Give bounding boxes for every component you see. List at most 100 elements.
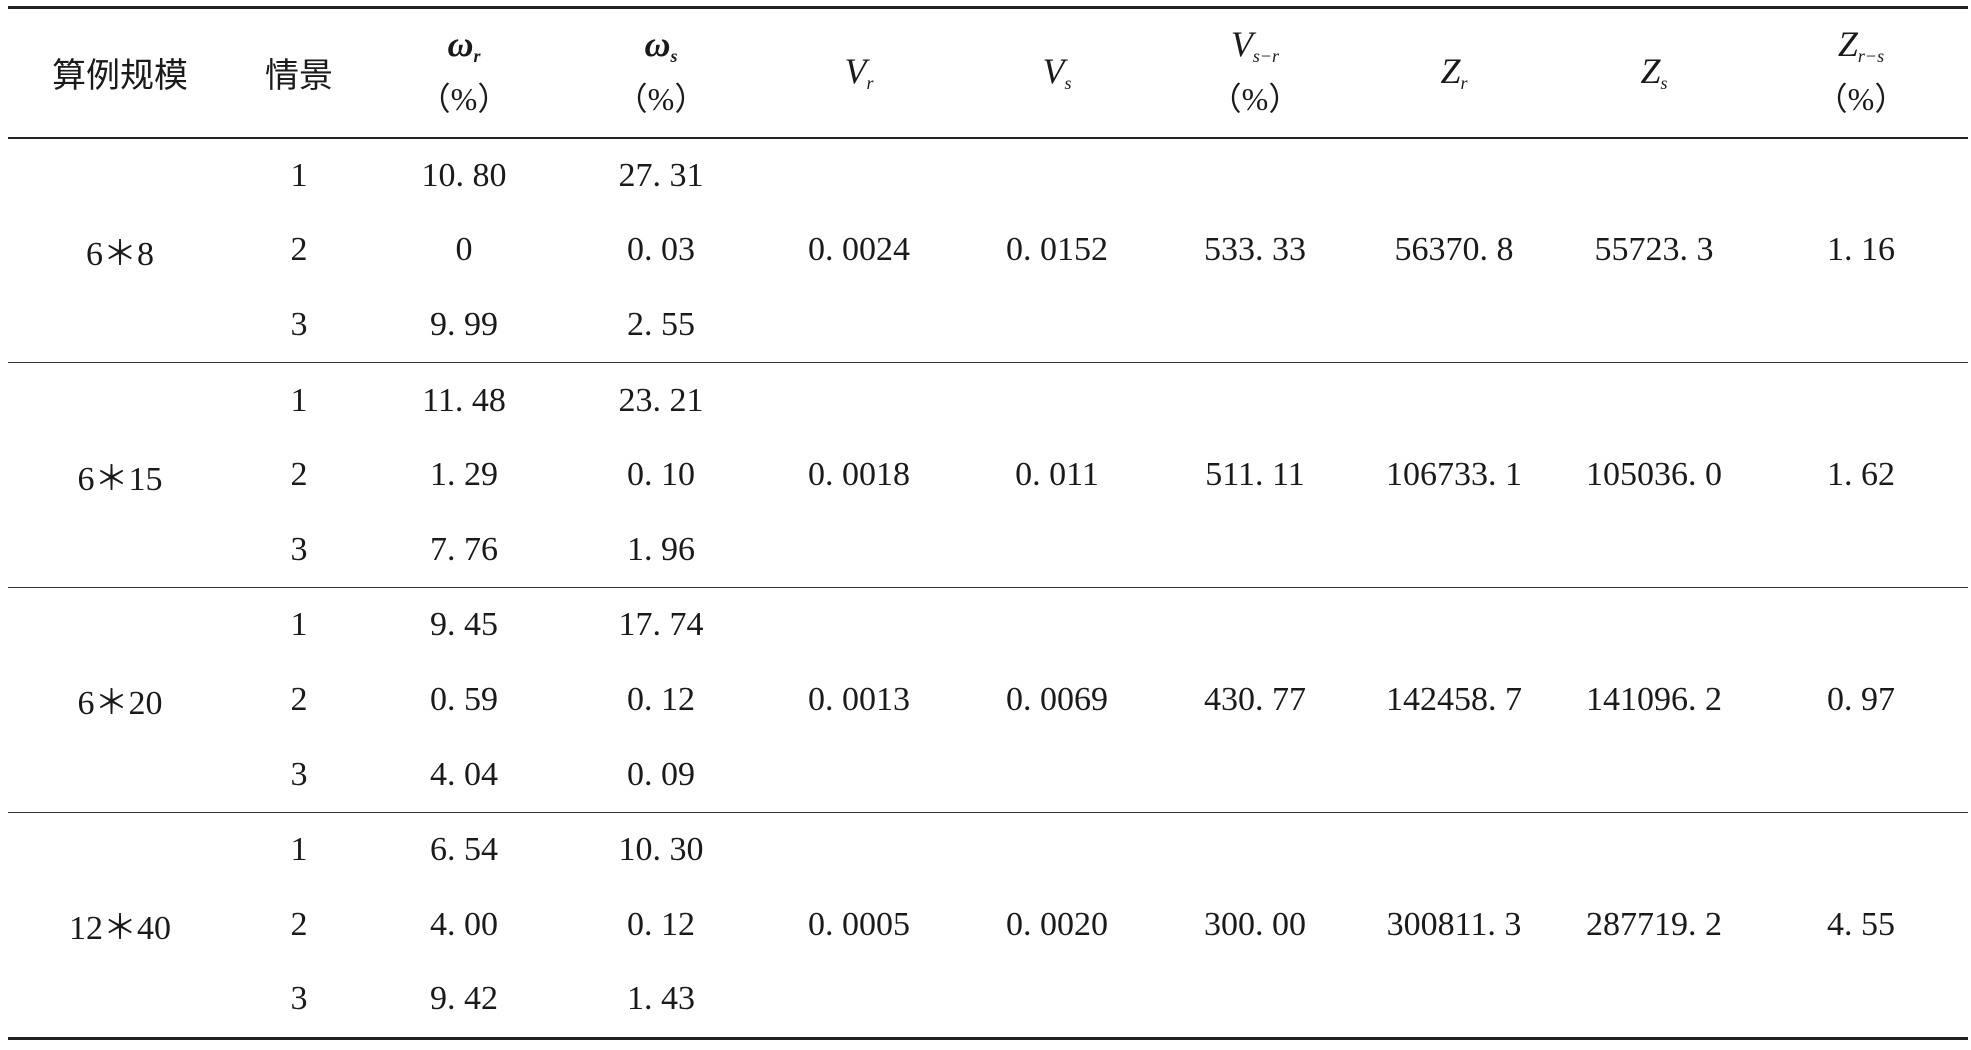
table-group: 6＊8 1 10. 80 27. 31 0. 0024 0. 0152 533.… (8, 138, 1968, 363)
omega-r-cell: 11. 48 (422, 381, 506, 419)
z-s-cell: 287719. 2 (1586, 905, 1722, 943)
header-scale: 算例规模 (52, 58, 188, 96)
table-row: 2 4. 00 0. 12 (8, 887, 1968, 962)
table-row: 2 0 0. 03 (8, 213, 1968, 288)
v-s-cell: 0. 0152 (1006, 231, 1108, 269)
z-r-s-unit: （%） (1815, 81, 1907, 118)
z-r-s-cell: 1. 62 (1827, 456, 1895, 494)
header-v-s: Vs (958, 8, 1156, 138)
table-row: 2 0. 59 0. 12 (8, 663, 1968, 738)
omega-s-cell: 0. 12 (627, 905, 695, 943)
v-s-r-cell: 511. 11 (1205, 456, 1305, 494)
v-r-subscript: r (866, 73, 874, 94)
z-r-s-cell: 0. 97 (1827, 680, 1895, 718)
omega-r-unit: （%） (418, 81, 510, 118)
omega-r-symbol: ω (447, 24, 474, 65)
header-row: 算例规模 情景 ωr （%） ωs （%） Vr (8, 8, 1968, 138)
z-s-subscript: s (1660, 73, 1668, 94)
header-z-r: Zr (1354, 8, 1554, 138)
table-row: 6＊20 1 9. 45 17. 74 0. 0013 0. 0069 430.… (8, 588, 1968, 722)
scenario-cell: 3 (290, 530, 308, 568)
omega-s-cell: 0. 10 (627, 456, 695, 494)
table-row: 3 4. 04 0. 09 (8, 737, 1968, 812)
z-r-symbol: Z (1440, 51, 1461, 92)
scale-cell: 12＊40 (69, 910, 171, 948)
omega-r-cell: 6. 54 (430, 831, 498, 869)
omega-r-cell: 1. 29 (430, 456, 498, 494)
scenario-cell: 1 (290, 606, 308, 644)
omega-s-cell: 10. 30 (618, 831, 704, 869)
v-s-cell: 0. 0020 (1006, 905, 1108, 943)
scenario-cell: 3 (290, 980, 308, 1018)
omega-s-cell: 0. 03 (627, 231, 695, 269)
omega-s-cell: 23. 21 (618, 381, 704, 419)
table-row: 6＊8 1 10. 80 27. 31 0. 0024 0. 0152 533.… (8, 138, 1968, 273)
omega-r-cell: 4. 00 (430, 905, 498, 943)
omega-s-cell: 1. 43 (627, 980, 695, 1018)
v-s-symbol: V (1042, 51, 1065, 92)
header-v-s-r: Vs−r （%） (1156, 8, 1354, 138)
omega-r-cell: 10. 80 (421, 156, 507, 194)
z-r-subscript: r (1460, 73, 1468, 94)
z-r-cell: 106733. 1 (1386, 456, 1522, 494)
table-row: 3 9. 99 2. 55 (8, 288, 1968, 363)
omega-s-cell: 27. 31 (618, 156, 704, 194)
v-r-cell: 0. 0013 (808, 680, 910, 718)
omega-r-cell: 9. 99 (430, 305, 498, 343)
table-row: 3 9. 42 1. 43 (8, 962, 1968, 1038)
omega-s-subscript: s (670, 46, 678, 67)
v-s-r-cell: 430. 77 (1204, 680, 1306, 718)
z-s-cell: 141096. 2 (1586, 680, 1722, 718)
z-r-cell: 142458. 7 (1386, 680, 1522, 718)
omega-r-cell: 9. 42 (430, 980, 498, 1018)
table-group: 6＊20 1 9. 45 17. 74 0. 0013 0. 0069 430.… (8, 588, 1968, 813)
results-table: 算例规模 情景 ωr （%） ωs （%） Vr (8, 6, 1968, 1040)
scenario-cell: 1 (290, 156, 308, 194)
omega-s-cell: 2. 55 (627, 305, 695, 343)
z-s-cell: 55723. 3 (1594, 231, 1714, 269)
results-table-container: 算例规模 情景 ωr （%） ωs （%） Vr (0, 6, 1971, 1040)
v-r-symbol: V (844, 51, 867, 92)
omega-r-cell: 0 (455, 231, 473, 269)
table-row: 2 1. 29 0. 10 (8, 438, 1968, 513)
omega-r-subscript: r (473, 46, 481, 67)
scale-cell: 6＊20 (77, 685, 163, 723)
omega-s-symbol: ω (644, 24, 671, 65)
v-s-r-subscript: s−r (1252, 46, 1280, 67)
header-z-s: Zs (1554, 8, 1754, 138)
table-row: 6＊15 1 11. 48 23. 21 0. 0018 0. 011 511.… (8, 363, 1968, 498)
omega-r-cell: 0. 59 (430, 680, 498, 718)
z-s-symbol: Z (1640, 51, 1661, 92)
omega-r-cell: 9. 45 (430, 606, 498, 644)
omega-s-unit: （%） (615, 81, 707, 118)
z-s-cell: 105036. 0 (1586, 456, 1722, 494)
omega-r-cell: 7. 76 (430, 530, 498, 568)
scenario-cell: 1 (290, 831, 308, 869)
v-s-r-symbol: V (1230, 24, 1253, 65)
scenario-cell: 2 (290, 680, 308, 718)
z-r-s-cell: 1. 16 (1827, 231, 1895, 269)
scenario-cell: 1 (290, 381, 308, 419)
scale-cell: 6＊15 (77, 460, 163, 498)
z-r-s-cell: 4. 55 (1827, 905, 1895, 943)
omega-s-cell: 1. 96 (627, 530, 695, 568)
table-row: 3 7. 76 1. 96 (8, 512, 1968, 587)
scenario-cell: 2 (290, 456, 308, 494)
v-s-r-cell: 300. 00 (1204, 905, 1306, 943)
z-r-cell: 56370. 8 (1394, 231, 1514, 269)
header-z-r-s: Zr−s （%） (1754, 8, 1968, 138)
scenario-cell: 2 (290, 231, 308, 269)
scenario-cell: 2 (290, 905, 308, 943)
z-r-s-subscript: r−s (1857, 46, 1885, 67)
v-r-cell: 0. 0005 (808, 905, 910, 943)
v-s-r-unit: （%） (1209, 81, 1301, 118)
v-s-cell: 0. 0069 (1006, 680, 1108, 718)
header-omega-s: ωs （%） (562, 8, 760, 138)
v-s-r-cell: 533. 33 (1204, 231, 1306, 269)
omega-s-cell: 0. 09 (627, 755, 695, 793)
scenario-cell: 3 (290, 755, 308, 793)
v-s-subscript: s (1064, 73, 1072, 94)
omega-s-cell: 17. 74 (618, 606, 704, 644)
table-row: 12＊40 1 6. 54 10. 30 0. 0005 0. 0020 300… (8, 812, 1968, 947)
scale-cell: 6＊8 (86, 235, 154, 273)
